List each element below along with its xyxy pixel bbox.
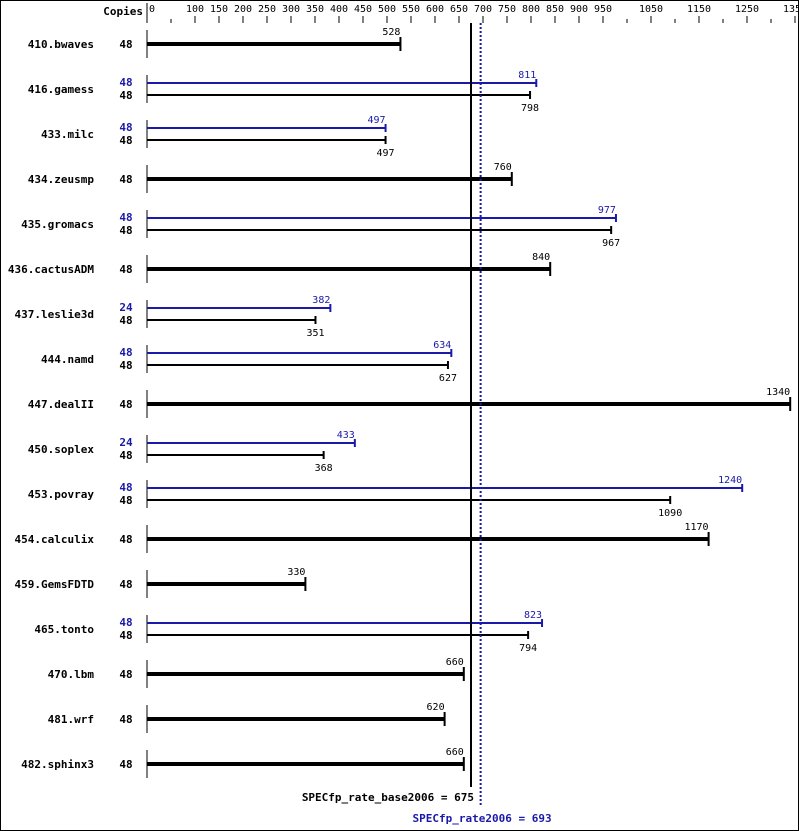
base-copies: 48	[119, 38, 132, 51]
base-value-label: 1170	[685, 522, 709, 533]
benchmark-label: 482.sphinx3	[21, 758, 94, 771]
peak-value-label: 433	[337, 430, 355, 441]
peak-copies: 48	[119, 121, 132, 134]
tick-label: 1250	[735, 4, 759, 15]
copies-header: Copies	[103, 5, 143, 18]
benchmark-label: 454.calculix	[15, 533, 95, 546]
tick-label: 950	[594, 4, 612, 15]
tick-label: 250	[258, 4, 276, 15]
tick-label: 400	[330, 4, 348, 15]
base-copies: 48	[119, 359, 132, 372]
base-copies: 48	[119, 758, 132, 771]
tick-label: 1350	[783, 4, 798, 15]
peak-value-label: 382	[312, 295, 330, 306]
tick-label: 0	[149, 4, 155, 15]
peak-copies: 48	[119, 76, 132, 89]
benchmark-label: 450.soplex	[28, 443, 95, 456]
benchmark-label: 465.tonto	[34, 623, 94, 636]
benchmark-label: 435.gromacs	[21, 218, 94, 231]
base-copies: 48	[119, 224, 132, 237]
benchmark-label: 410.bwaves	[28, 38, 94, 51]
base-copies: 48	[119, 494, 132, 507]
tick-label: 300	[282, 4, 300, 15]
tick-label: 500	[378, 4, 396, 15]
tick-label: 700	[474, 4, 492, 15]
base-value-label: 330	[287, 567, 305, 578]
benchmark-label: 453.povray	[28, 488, 95, 501]
base-copies: 48	[119, 629, 132, 642]
base-copies: 48	[119, 533, 132, 546]
peak-value-label: 811	[518, 70, 536, 81]
benchmark-label: 416.gamess	[28, 83, 94, 96]
base-copies: 48	[119, 263, 132, 276]
base-value-label: 794	[519, 643, 537, 654]
benchmark-label: 433.milc	[41, 128, 94, 141]
benchmark-label: 434.zeusmp	[28, 173, 95, 186]
tick-label: 350	[306, 4, 324, 15]
base-copies: 48	[119, 134, 132, 147]
base-copies: 48	[119, 173, 132, 186]
base-copies: 48	[119, 713, 132, 726]
benchmark-label: 470.lbm	[48, 668, 95, 681]
base-value-label: 497	[377, 148, 395, 159]
base-value-label: 798	[521, 103, 539, 114]
tick-label: 900	[570, 4, 588, 15]
tick-label: 1150	[687, 4, 711, 15]
tick-label: 450	[354, 4, 372, 15]
peak-value-label: 1240	[718, 475, 742, 486]
base-value-label: 660	[446, 747, 464, 758]
base-copies: 48	[119, 578, 132, 591]
base-copies: 48	[119, 668, 132, 681]
base-reference-label: SPECfp_rate_base2006 = 675	[302, 791, 474, 804]
base-value-label: 368	[315, 463, 333, 474]
peak-copies: 48	[119, 211, 132, 224]
tick-label: 750	[498, 4, 516, 15]
base-value-label: 627	[439, 373, 457, 384]
peak-copies: 24	[119, 436, 133, 449]
benchmark-label: 437.leslie3d	[15, 308, 94, 321]
base-value-label: 1090	[658, 508, 682, 519]
tick-label: 100	[186, 4, 204, 15]
tick-label: 800	[522, 4, 540, 15]
peak-copies: 24	[119, 301, 133, 314]
tick-label: 150	[210, 4, 228, 15]
benchmark-label: 447.dealII	[28, 398, 94, 411]
tick-label: 200	[234, 4, 252, 15]
peak-value-label: 497	[367, 115, 385, 126]
peak-reference-label: SPECfp_rate2006 = 693	[413, 812, 552, 825]
peak-value-label: 977	[598, 205, 616, 216]
base-copies: 48	[119, 314, 132, 327]
base-value-label: 620	[427, 702, 445, 713]
peak-value-label: 634	[433, 340, 451, 351]
peak-value-label: 823	[524, 610, 542, 621]
peak-copies: 48	[119, 481, 132, 494]
base-copies: 48	[119, 449, 132, 462]
tick-label: 600	[426, 4, 444, 15]
benchmark-label: 436.cactusADM	[8, 263, 94, 276]
base-value-label: 760	[494, 162, 512, 173]
tick-label: 650	[450, 4, 468, 15]
benchmark-label: 481.wrf	[48, 713, 94, 726]
base-value-label: 840	[532, 252, 550, 263]
tick-label: 1050	[639, 4, 663, 15]
tick-label: 550	[402, 4, 420, 15]
base-copies: 48	[119, 89, 132, 102]
benchmark-label: 444.namd	[41, 353, 94, 366]
base-value-label: 967	[602, 238, 620, 249]
base-copies: 48	[119, 398, 132, 411]
tick-label: 850	[546, 4, 564, 15]
base-value-label: 528	[382, 27, 400, 38]
benchmark-label: 459.GemsFDTD	[15, 578, 95, 591]
base-value-label: 660	[446, 657, 464, 668]
base-value-label: 1340	[766, 387, 790, 398]
base-value-label: 351	[306, 328, 324, 339]
peak-copies: 48	[119, 616, 132, 629]
peak-copies: 48	[119, 346, 132, 359]
